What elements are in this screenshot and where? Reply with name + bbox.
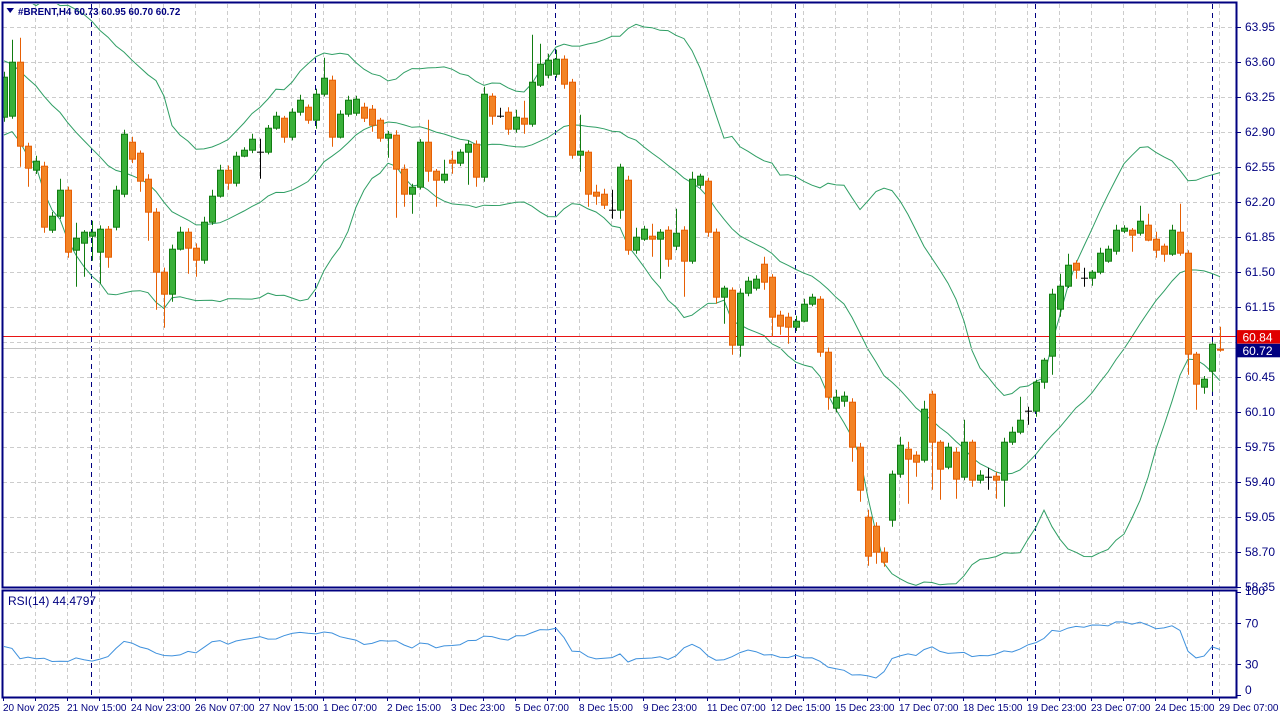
svg-text:61.85: 61.85 [1245,230,1275,244]
svg-text:0: 0 [1245,683,1252,697]
svg-text:60.45: 60.45 [1245,370,1275,384]
svg-text:17 Dec 07:00: 17 Dec 07:00 [899,703,959,714]
svg-text:63.95: 63.95 [1245,20,1275,34]
svg-text:18 Dec 15:00: 18 Dec 15:00 [963,703,1023,714]
svg-text:3 Dec 23:00: 3 Dec 23:00 [451,703,505,714]
svg-text:70: 70 [1245,617,1259,631]
svg-text:RSI(14) 44.4797: RSI(14) 44.4797 [8,594,96,608]
svg-text:63.60: 63.60 [1245,55,1275,69]
svg-text:21 Nov 15:00: 21 Nov 15:00 [67,703,127,714]
svg-text:62.20: 62.20 [1245,195,1275,209]
svg-text:11 Dec 07:00: 11 Dec 07:00 [707,703,766,714]
svg-text:62.90: 62.90 [1245,125,1275,139]
svg-text:61.50: 61.50 [1245,265,1275,279]
svg-text:59.75: 59.75 [1245,440,1275,454]
svg-text:12 Dec 15:00: 12 Dec 15:00 [771,703,831,714]
svg-text:59.40: 59.40 [1245,475,1275,489]
svg-text:63.25: 63.25 [1245,90,1275,104]
svg-text:15 Dec 23:00: 15 Dec 23:00 [835,703,895,714]
svg-text:1 Dec 07:00: 1 Dec 07:00 [323,703,377,714]
svg-text:24 Dec 15:00: 24 Dec 15:00 [1155,703,1215,714]
svg-text:59.05: 59.05 [1245,510,1275,524]
svg-text:100: 100 [1245,584,1265,598]
svg-text:#BRENT,H4 60.73 60.95 60.70 6: #BRENT,H4 60.73 60.95 60.70 60.72 [18,7,181,18]
svg-text:60.10: 60.10 [1245,405,1275,419]
svg-text:30: 30 [1245,658,1259,672]
svg-text:5 Dec 07:00: 5 Dec 07:00 [515,703,569,714]
svg-text:24 Nov 23:00: 24 Nov 23:00 [131,703,191,714]
svg-text:20 Nov 2025: 20 Nov 2025 [3,703,60,714]
svg-text:29 Dec 07:00: 29 Dec 07:00 [1219,703,1279,714]
svg-text:23 Dec 07:00: 23 Dec 07:00 [1091,703,1151,714]
svg-text:26 Nov 07:00: 26 Nov 07:00 [195,703,255,714]
svg-text:58.70: 58.70 [1245,545,1275,559]
svg-text:27 Nov 15:00: 27 Nov 15:00 [259,703,319,714]
svg-text:58.35: 58.35 [1245,580,1275,594]
svg-text:60.84: 60.84 [1243,330,1273,344]
svg-text:9 Dec 23:00: 9 Dec 23:00 [643,703,697,714]
svg-text:62.55: 62.55 [1245,160,1275,174]
svg-text:19 Dec 23:00: 19 Dec 23:00 [1027,703,1087,714]
svg-text:60.72: 60.72 [1243,344,1273,358]
svg-text:2 Dec 15:00: 2 Dec 15:00 [387,703,441,714]
svg-text:8 Dec 15:00: 8 Dec 15:00 [579,703,633,714]
svg-text:61.15: 61.15 [1245,300,1275,314]
